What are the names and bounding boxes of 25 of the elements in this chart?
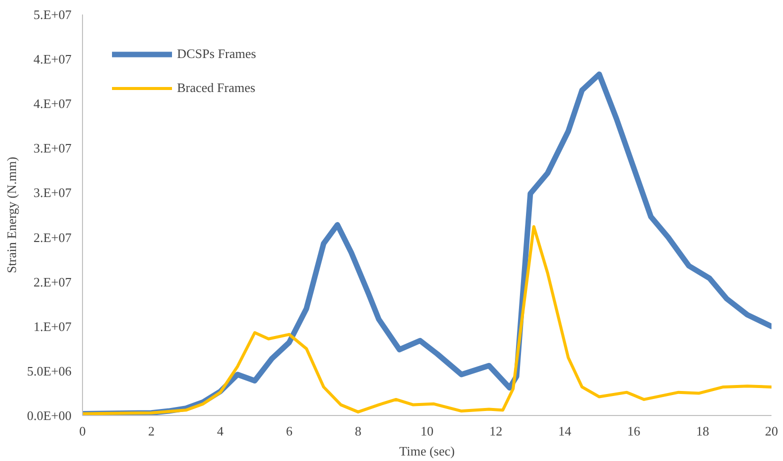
y-tick-label: 5.E+07 [33,7,72,22]
y-tick-label: 3.E+07 [33,140,72,156]
y-tick-label: 3.E+07 [33,185,72,200]
x-tick-label: 18 [696,424,710,438]
x-tick-label: 16 [627,424,641,438]
x-tick-label: 4 [217,424,224,438]
y-tick-label: 0.0E+00 [26,408,72,423]
legend-label: Braced Frames [177,80,256,96]
x-tick-label: 12 [489,424,502,438]
x-tick-label: 8 [354,424,362,438]
x-tick-label: 10 [420,424,434,438]
x-tick-label: 0 [79,424,86,438]
y-tick-label: 2.E+07 [33,274,72,290]
x-tick-label: 6 [286,424,293,438]
y-tick-label: 5.0E+06 [26,363,72,378]
legend-label: DCSPs Frames [177,46,256,62]
x-tick-label: 20 [765,424,778,438]
x-tick-label: 14 [558,424,572,438]
y-tick-label: 4.E+07 [33,52,72,67]
x-axis-title: Time (sec) [399,444,455,458]
x-tick-label: 2 [148,424,155,438]
y-tick-label: 1.E+07 [33,318,72,334]
y-tick-label: 4.E+07 [33,96,72,112]
y-tick-label: 2.E+07 [33,230,72,245]
y-axis-title: Strain Energy (N.mm) [4,156,19,274]
